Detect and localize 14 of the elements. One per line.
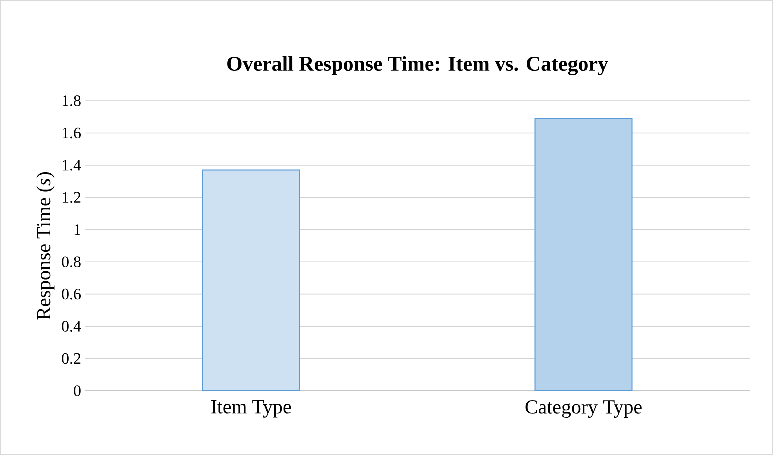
x-tick-label: Item Type [211,400,292,418]
y-tick-label: 0.2 [62,353,81,364]
y-tick-label: 1.6 [62,128,82,139]
y-tick-label: 1 [74,224,81,236]
y-tick-label: 1.2 [62,192,81,204]
y-tick-label: 0.6 [62,288,82,300]
y-tick-label: 0.8 [62,256,81,268]
x-tick-label: Category Type [526,400,642,418]
y-tick-label: 0.4 [62,321,82,332]
y-tick-label: 1.8 [62,96,81,106]
y-tick-label: 0 [74,386,81,396]
y-axis-title: Response Time (s) [36,172,55,320]
chart-title: Overall Response Time: Item vs. Category [228,56,608,76]
y-tick-label: 1.4 [62,160,82,171]
